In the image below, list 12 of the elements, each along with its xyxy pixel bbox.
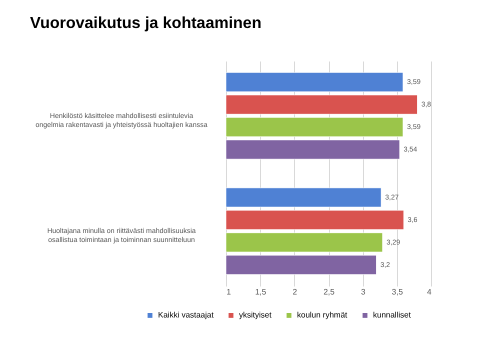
x-tick-label: 4 <box>427 288 432 296</box>
chart-title: Vuorovaikutus ja kohtaaminen <box>30 15 262 32</box>
legend-label: koulun ryhmät <box>297 310 348 320</box>
x-tick-label: 3 <box>360 288 366 296</box>
x-tick-label: 2 <box>292 288 298 296</box>
x-tick-label: 1,5 <box>255 288 267 296</box>
x-tick-label: 1 <box>226 288 232 296</box>
x-tick-label: 2,5 <box>323 288 336 296</box>
legend-label: kunnalliset <box>373 310 412 320</box>
legend-label: yksityiset <box>239 310 272 320</box>
legend-label: Kaikki vastaajat <box>158 310 214 320</box>
x-tick-label: 3,5 <box>392 288 404 296</box>
